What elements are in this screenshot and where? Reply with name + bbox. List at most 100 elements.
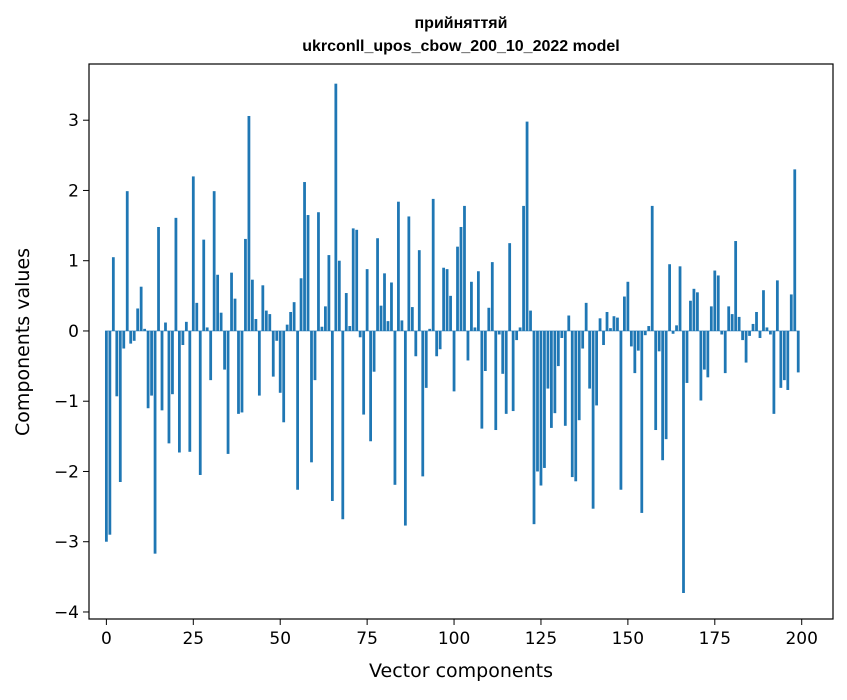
- bar: [755, 311, 758, 331]
- bar: [567, 315, 571, 331]
- bar: [595, 330, 598, 406]
- bar: [167, 330, 171, 444]
- bar: [407, 216, 411, 331]
- bar: [626, 281, 630, 331]
- bar: [195, 302, 199, 331]
- bar: [459, 226, 463, 331]
- bar: [550, 330, 553, 428]
- y-tick-label: 1: [68, 252, 79, 272]
- bar: [383, 273, 386, 331]
- bar: [289, 311, 293, 331]
- bar: [782, 330, 786, 381]
- bar: [108, 330, 112, 535]
- bar: [734, 241, 738, 331]
- bar: [285, 324, 289, 331]
- bar: [675, 325, 678, 331]
- bar: [174, 217, 178, 331]
- bar: [271, 330, 275, 377]
- bar: [490, 262, 494, 331]
- bar: [525, 121, 529, 331]
- bar: [449, 295, 452, 331]
- bar: [393, 330, 397, 485]
- bar: [661, 330, 665, 461]
- bar: [254, 319, 258, 331]
- bar: [191, 176, 195, 331]
- y-tick-label: −3: [54, 533, 79, 553]
- bar: [762, 290, 765, 331]
- bar: [310, 330, 313, 463]
- bar: [337, 260, 341, 331]
- bar: [619, 330, 623, 490]
- chart-title: прийняттяй: [415, 15, 508, 32]
- bar: [570, 330, 574, 478]
- y-tick-label: −4: [54, 603, 79, 623]
- bar: [602, 330, 605, 346]
- bar: [793, 169, 797, 331]
- bar: [160, 330, 164, 411]
- bar: [789, 294, 793, 331]
- bar: [240, 330, 244, 413]
- bar: [438, 330, 442, 350]
- bar: [741, 330, 744, 341]
- bar: [275, 330, 279, 341]
- bar: [365, 269, 369, 331]
- bar: [466, 330, 470, 361]
- bar: [327, 255, 331, 331]
- bar: [386, 321, 390, 331]
- bar: [324, 306, 327, 331]
- bar: [497, 330, 501, 335]
- bar: [341, 330, 345, 520]
- x-tick-label: 50: [269, 629, 291, 649]
- y-tick-label: −2: [54, 462, 79, 482]
- bar: [609, 328, 612, 331]
- bar: [216, 274, 220, 331]
- x-tick-label: 125: [525, 629, 557, 649]
- bar: [723, 330, 727, 374]
- bar: [546, 330, 550, 389]
- bar: [696, 292, 699, 331]
- bar: [369, 330, 372, 442]
- bar: [268, 314, 272, 331]
- bar: [184, 321, 188, 331]
- bar: [320, 326, 324, 331]
- bar: [633, 330, 637, 374]
- x-tick-label: 175: [699, 629, 731, 649]
- bar: [494, 330, 498, 431]
- bar: [629, 330, 633, 347]
- bar: [702, 330, 706, 370]
- bar: [303, 182, 306, 331]
- bar: [118, 330, 122, 482]
- bar: [139, 286, 143, 331]
- bar: [146, 330, 150, 409]
- bar: [470, 281, 473, 331]
- bar: [261, 285, 265, 331]
- bar: [296, 330, 299, 490]
- bar: [730, 314, 734, 331]
- bar: [355, 229, 359, 331]
- bar: [536, 330, 539, 472]
- y-tick-label: 3: [68, 111, 79, 131]
- bar: [150, 330, 153, 396]
- x-tick-label: 150: [612, 629, 644, 649]
- bar: [171, 330, 174, 395]
- bar: [574, 330, 578, 482]
- bar: [282, 330, 286, 423]
- bar: [136, 308, 140, 331]
- bar: [178, 330, 181, 453]
- bar: [605, 311, 609, 331]
- bar: [532, 330, 536, 525]
- bar: [317, 212, 320, 331]
- bar: [553, 330, 557, 414]
- bar: [560, 330, 564, 338]
- bars-group: [104, 83, 800, 593]
- bar: [543, 330, 546, 468]
- bar: [577, 330, 581, 421]
- bar: [786, 330, 790, 390]
- bar: [508, 243, 512, 331]
- x-tick-label: 0: [101, 629, 112, 649]
- bar: [223, 330, 226, 370]
- bar: [414, 330, 418, 357]
- bar: [125, 191, 129, 331]
- bar: [264, 310, 268, 331]
- bar: [796, 330, 800, 373]
